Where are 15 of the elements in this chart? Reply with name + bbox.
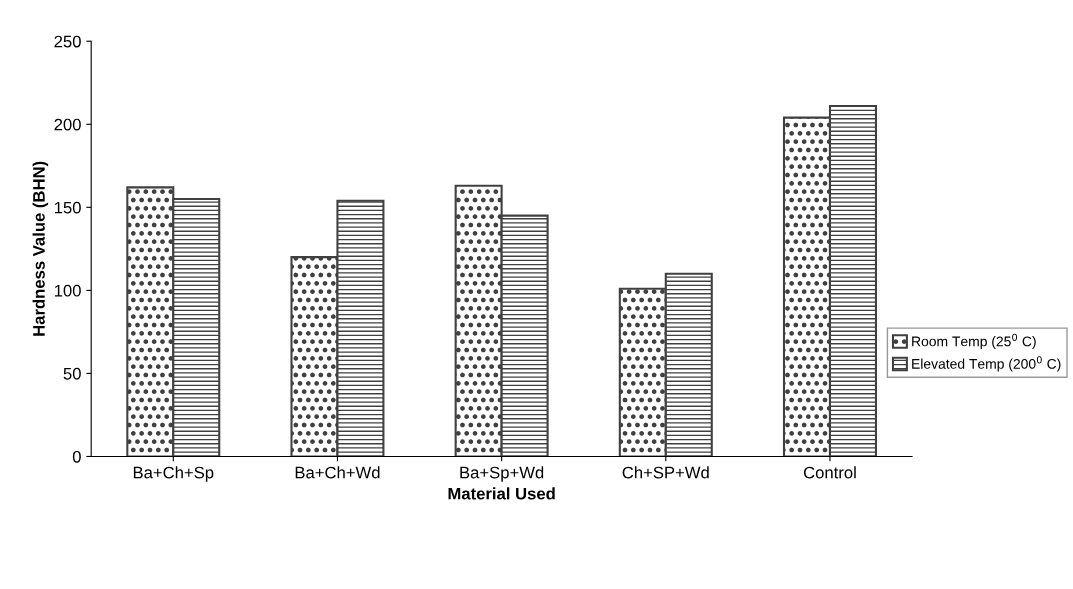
legend-label: Room Temp (25$^{0}$ C)	[912, 333, 1036, 350]
y-tick-label: 200	[54, 118, 81, 131]
x-axis-title: Material Used	[448, 487, 555, 500]
y-tick-label: 100	[54, 284, 81, 297]
legend-label: Elevated Temp (200$^{0}$ C)	[912, 356, 1061, 372]
x-tick-label: Ba+Sp+Wd	[460, 466, 544, 482]
x-tick-label: Ch+SP+Wd	[622, 466, 709, 479]
y-tick-label: 150	[54, 201, 81, 214]
y-tick-label: 0	[72, 450, 81, 463]
y-tick-label: 250	[54, 35, 81, 48]
y-axis-title: Hardness Value (BHN)	[32, 161, 49, 336]
x-tick-label: Control	[803, 466, 856, 479]
y-tick-label: 50	[63, 367, 81, 380]
x-tick-label: Ba+Ch+Wd	[295, 466, 380, 479]
x-tick-label: Ba+Ch+Sp	[133, 466, 214, 482]
